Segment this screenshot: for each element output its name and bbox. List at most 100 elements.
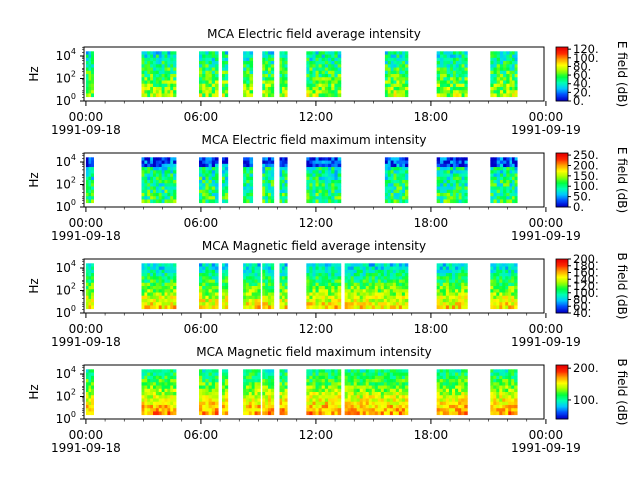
- spectrogram-cell: [337, 404, 342, 409]
- spectrogram-segment: [243, 369, 261, 416]
- spectrogram-cell: [141, 93, 145, 98]
- spectrogram-cell: [512, 83, 516, 88]
- spectrogram-cell: [445, 401, 450, 406]
- spectrogram-cell: [150, 279, 154, 284]
- spectrogram-cell: [202, 263, 206, 267]
- spectrogram-cell: [440, 186, 444, 191]
- spectrogram-cell: [282, 298, 286, 303]
- spectrogram-cell: [85, 388, 89, 393]
- spectrogram-cell: [141, 276, 145, 280]
- spectrogram-cell: [318, 176, 323, 181]
- spectrogram-cell: [356, 302, 361, 306]
- spectrogram-cell: [458, 395, 462, 399]
- spectrogram-cell: [503, 61, 507, 65]
- spectrogram-cell: [262, 295, 266, 300]
- spectrogram-cell: [347, 276, 352, 280]
- spectrogram-cell: [328, 395, 332, 399]
- spectrogram-cell: [147, 170, 151, 174]
- spectrogram-cell: [328, 404, 332, 409]
- spectrogram-cell: [331, 196, 335, 200]
- spectrogram-cell: [282, 170, 286, 174]
- spectrogram-cell: [334, 269, 339, 274]
- spectrogram-cell: [167, 266, 171, 271]
- spectrogram-cell: [170, 180, 174, 184]
- spectrogram-cell: [395, 276, 400, 280]
- spectrogram-cell: [173, 382, 177, 386]
- spectrogram-cell: [202, 401, 206, 406]
- spectrogram-cell: [88, 86, 92, 91]
- spectrogram-cell: [309, 282, 313, 287]
- spectrogram-cell: [365, 411, 370, 416]
- spectrogram-cell: [315, 64, 319, 68]
- spectrogram-cell: [164, 186, 168, 191]
- spectrogram-cell: [170, 196, 174, 200]
- spectrogram-cell: [328, 372, 332, 377]
- spectrogram-cell: [199, 369, 203, 373]
- spectrogram-cell: [85, 298, 89, 303]
- spectrogram-cell: [222, 282, 226, 287]
- spectrogram-cell: [399, 61, 403, 65]
- colorbar-label: B field (dB): [615, 359, 629, 426]
- spectrogram-cell: [448, 305, 453, 310]
- spectrogram-cell: [202, 192, 206, 197]
- spectrogram-cell: [334, 86, 339, 91]
- spectrogram-cell: [448, 282, 453, 287]
- spectrogram-cell: [85, 269, 89, 274]
- spectrogram-cell: [279, 83, 283, 88]
- spectrogram-cell: [312, 86, 316, 91]
- spectrogram-cell: [384, 160, 389, 165]
- spectrogram-cell: [436, 269, 441, 274]
- spectrogram-cell: [282, 295, 286, 300]
- spectrogram-cell: [309, 163, 313, 168]
- spectrogram-cell: [384, 176, 389, 181]
- spectrogram-cell: [448, 382, 453, 386]
- spectrogram-cell: [265, 395, 269, 399]
- spectrogram-cell: [268, 54, 272, 59]
- spectrogram-cell: [265, 93, 269, 98]
- spectrogram-cell: [452, 54, 457, 59]
- spectrogram-cell: [270, 183, 275, 187]
- spectrogram-cell: [337, 51, 342, 55]
- colorbar-swatch: [556, 402, 568, 405]
- spectrogram-cell: [85, 369, 89, 373]
- spectrogram-cell: [155, 83, 160, 88]
- x-tick-label: 00:00: [529, 110, 564, 124]
- spectrogram-cell: [214, 183, 219, 187]
- spectrogram-cell: [398, 398, 403, 403]
- spectrogram-cell: [387, 90, 392, 94]
- spectrogram-cell: [262, 51, 266, 55]
- spectrogram-cell: [439, 392, 444, 396]
- spectrogram-cell: [262, 192, 266, 197]
- spectrogram-cell: [270, 83, 275, 88]
- spectrogram-cell: [384, 70, 389, 75]
- spectrogram-cell: [377, 398, 382, 403]
- spectrogram-cell: [268, 170, 272, 174]
- spectrogram-cell: [91, 199, 94, 204]
- spectrogram-cell: [150, 57, 154, 62]
- spectrogram-cell: [279, 305, 283, 310]
- spectrogram-cell: [222, 77, 226, 81]
- spectrogram-cell: [170, 93, 174, 98]
- spectrogram-cell: [158, 385, 163, 390]
- spectrogram-cell: [88, 196, 92, 200]
- spectrogram-cell: [318, 51, 323, 55]
- spectrogram-cell: [85, 392, 89, 396]
- spectrogram-cell: [334, 369, 339, 373]
- spectrogram-cell: [384, 199, 389, 204]
- spectrogram-cell: [506, 183, 510, 187]
- spectrogram-cell: [350, 388, 355, 393]
- spectrogram-cell: [490, 375, 494, 380]
- spectrogram-cell: [318, 173, 323, 178]
- spectrogram-cell: [262, 302, 266, 306]
- spectrogram-cell: [365, 269, 370, 274]
- spectrogram-cell: [334, 263, 339, 267]
- spectrogram-cell: [458, 404, 462, 409]
- colorbar-swatch: [556, 308, 568, 311]
- spectrogram-cell: [374, 375, 379, 380]
- spectrogram-cell: [284, 375, 288, 380]
- spectrogram-cell: [331, 279, 335, 284]
- spectrogram-cell: [262, 70, 266, 75]
- colorbar-swatch: [556, 61, 568, 64]
- spectrogram-cell: [393, 83, 397, 88]
- spectrogram-cell: [402, 186, 406, 191]
